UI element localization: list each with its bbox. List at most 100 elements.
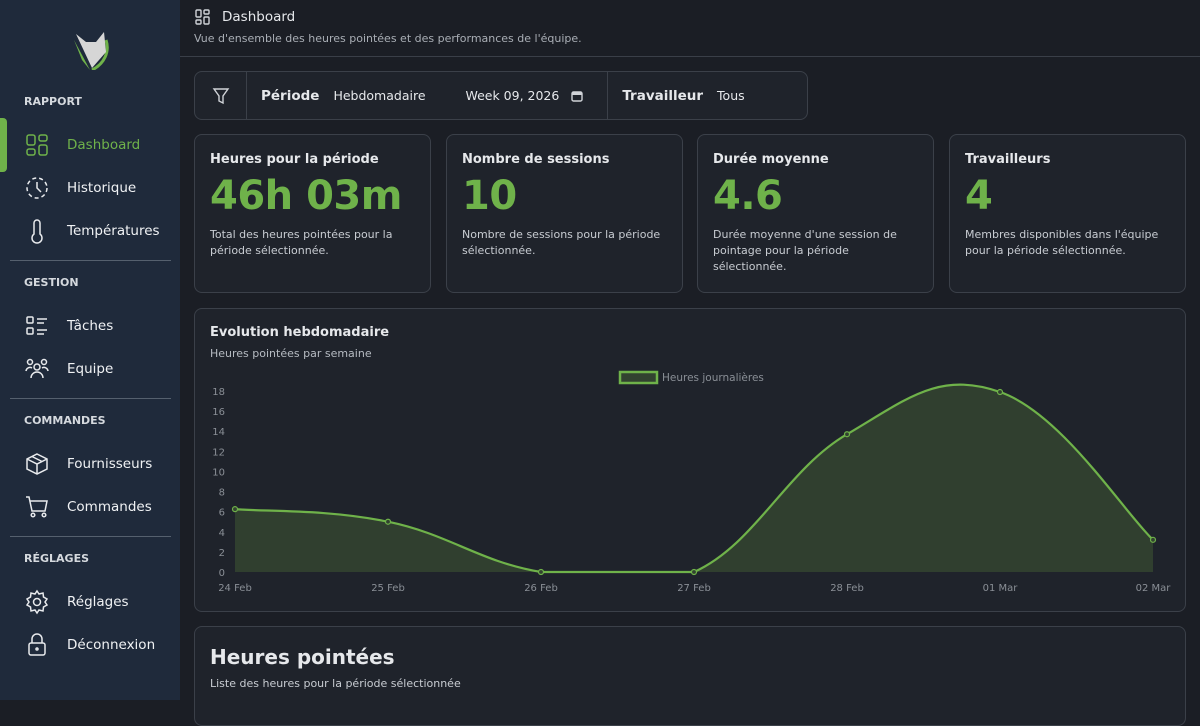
kpi-card-hours: Heures pour la période 46h 03m Total des… bbox=[194, 134, 431, 293]
sidebar-item-fournisseurs[interactable]: Fournisseurs bbox=[24, 446, 174, 482]
hours-list-card: Heures pointées Liste des heures pour la… bbox=[194, 626, 1186, 726]
sidebar-item-taches[interactable]: Tâches bbox=[24, 308, 174, 344]
sidebar-item-historique[interactable]: Historique bbox=[24, 170, 174, 206]
week-input[interactable]: Week 09, 2026 bbox=[465, 88, 560, 103]
section-gestion: GESTION bbox=[24, 276, 79, 289]
kpi-card-sessions: Nombre de sessions 10 Nombre de sessions… bbox=[446, 134, 683, 293]
data-point bbox=[843, 431, 851, 438]
list-title: Heures pointées bbox=[210, 645, 395, 669]
data-point bbox=[384, 518, 392, 525]
active-indicator bbox=[0, 118, 7, 172]
chart-title: Evolution hebdomadaire bbox=[210, 325, 390, 340]
data-point bbox=[231, 506, 239, 513]
y-tick-label: 12 bbox=[212, 447, 225, 458]
sidebar-item-temperatures[interactable]: Températures bbox=[24, 213, 174, 249]
kpi-desc: Nombre de sessions pour la période sélec… bbox=[462, 228, 661, 257]
filter-button[interactable] bbox=[195, 72, 247, 119]
kpi-desc: Total des heures pointées pour la périod… bbox=[210, 228, 393, 257]
chart-subtitle: Heures pointées par semaine bbox=[210, 347, 372, 360]
x-tick-label: 24 Feb bbox=[218, 583, 252, 594]
sidebar-item-commandes[interactable]: Commandes bbox=[24, 489, 174, 525]
tasks-icon bbox=[26, 316, 47, 335]
y-tick-label: 16 bbox=[212, 407, 225, 418]
kpi-card-average: Durée moyenne 4.6 Durée moyenne d'une se… bbox=[697, 134, 934, 293]
divider bbox=[10, 260, 171, 261]
y-tick-label: 0 bbox=[219, 568, 225, 579]
y-tick-label: 4 bbox=[219, 528, 225, 539]
legend-label: Heures journalières bbox=[662, 372, 764, 384]
logo-icon bbox=[74, 32, 109, 70]
x-tick-label: 28 Feb bbox=[830, 583, 864, 594]
page-header: Dashboard Vue d'ensemble des heures poin… bbox=[180, 0, 1200, 57]
thermometer-icon bbox=[31, 219, 43, 244]
section-commandes: COMMANDES bbox=[24, 414, 106, 427]
worker-select[interactable]: Tous bbox=[717, 88, 745, 103]
sidebar-item-label: Dashboard bbox=[67, 137, 141, 153]
data-point bbox=[537, 568, 545, 576]
area-fill bbox=[235, 384, 1153, 572]
sidebar-item-label: Fournisseurs bbox=[67, 456, 153, 472]
history-icon bbox=[26, 177, 48, 199]
kpi-desc: Durée moyenne d'une session de pointage … bbox=[713, 228, 897, 273]
lock-icon bbox=[28, 633, 46, 656]
kpi-title: Travailleurs bbox=[965, 152, 1051, 167]
kpi-card-workers: Travailleurs 4 Membres disponibles dans … bbox=[949, 134, 1186, 293]
worker-label: Travailleur bbox=[622, 87, 704, 104]
y-tick-label: 6 bbox=[219, 508, 225, 519]
list-subtitle: Liste des heures pour la période sélecti… bbox=[210, 677, 461, 690]
page-subtitle: Vue d'ensemble des heures pointées et de… bbox=[194, 32, 582, 45]
y-tick-label: 18 bbox=[212, 387, 225, 398]
data-point bbox=[996, 388, 1004, 396]
legend-swatch bbox=[618, 370, 659, 385]
y-tick-label: 8 bbox=[219, 488, 225, 499]
kpi-value: 4 bbox=[965, 173, 993, 219]
section-rapport: RAPPORT bbox=[24, 95, 82, 108]
data-point bbox=[1149, 536, 1157, 543]
box-icon bbox=[26, 453, 48, 475]
cart-icon bbox=[26, 496, 48, 518]
period-select[interactable]: Hebdomadaire bbox=[333, 88, 426, 103]
y-tick-label: 14 bbox=[212, 427, 225, 438]
filter-bar: Période Hebdomadaire Week 09, 2026 Trava… bbox=[194, 71, 808, 120]
section-reglages: RÉGLAGES bbox=[24, 552, 90, 565]
sidebar-item-equipe[interactable]: Equipe bbox=[24, 351, 174, 387]
kpi-title: Nombre de sessions bbox=[462, 152, 610, 167]
sidebar-item-deconnexion[interactable]: Déconnexion bbox=[24, 627, 174, 663]
kpi-title: Heures pour la période bbox=[210, 152, 379, 167]
sidebar: RAPPORT Dashboard Historique Température… bbox=[0, 0, 180, 700]
sidebar-item-label: Equipe bbox=[67, 361, 114, 377]
filter-icon bbox=[212, 87, 229, 104]
y-tick-label: 10 bbox=[212, 467, 225, 478]
kpi-title: Durée moyenne bbox=[713, 152, 829, 167]
kpi-value: 4.6 bbox=[713, 173, 783, 219]
divider bbox=[10, 536, 171, 537]
sidebar-item-label: Commandes bbox=[67, 499, 152, 515]
x-tick-label: 27 Feb bbox=[677, 583, 711, 594]
gear-icon bbox=[25, 589, 49, 615]
kpi-value: 10 bbox=[462, 173, 517, 219]
team-icon bbox=[25, 358, 49, 379]
sidebar-item-label: Températures bbox=[67, 223, 160, 239]
divider bbox=[10, 398, 171, 399]
data-point bbox=[690, 568, 698, 576]
kpi-desc: Membres disponibles dans l'équipe pour l… bbox=[965, 228, 1159, 257]
x-tick-label: 01 Mar bbox=[983, 583, 1019, 594]
main-content: Dashboard Vue d'ensemble des heures poin… bbox=[180, 0, 1200, 726]
x-tick-label: 02 Mar bbox=[1136, 583, 1172, 594]
sidebar-item-reglages[interactable]: Réglages bbox=[24, 584, 174, 620]
sidebar-item-label: Déconnexion bbox=[67, 637, 156, 653]
sidebar-item-label: Tâches bbox=[67, 318, 114, 334]
page-title: Dashboard bbox=[222, 9, 296, 25]
dashboard-icon bbox=[26, 134, 48, 156]
chart-card: Evolution hebdomadaire Heures pointées p… bbox=[194, 308, 1186, 612]
x-tick-label: 26 Feb bbox=[524, 583, 558, 594]
y-tick-label: 2 bbox=[219, 548, 225, 559]
calendar-icon[interactable] bbox=[571, 90, 584, 102]
x-tick-label: 25 Feb bbox=[371, 583, 405, 594]
dashboard-icon bbox=[195, 9, 210, 25]
sidebar-item-dashboard[interactable]: Dashboard bbox=[24, 127, 174, 163]
sidebar-item-label: Historique bbox=[67, 180, 137, 196]
period-label: Période bbox=[261, 87, 320, 104]
kpi-value: 46h 03m bbox=[210, 173, 402, 219]
sidebar-item-label: Réglages bbox=[67, 594, 129, 610]
